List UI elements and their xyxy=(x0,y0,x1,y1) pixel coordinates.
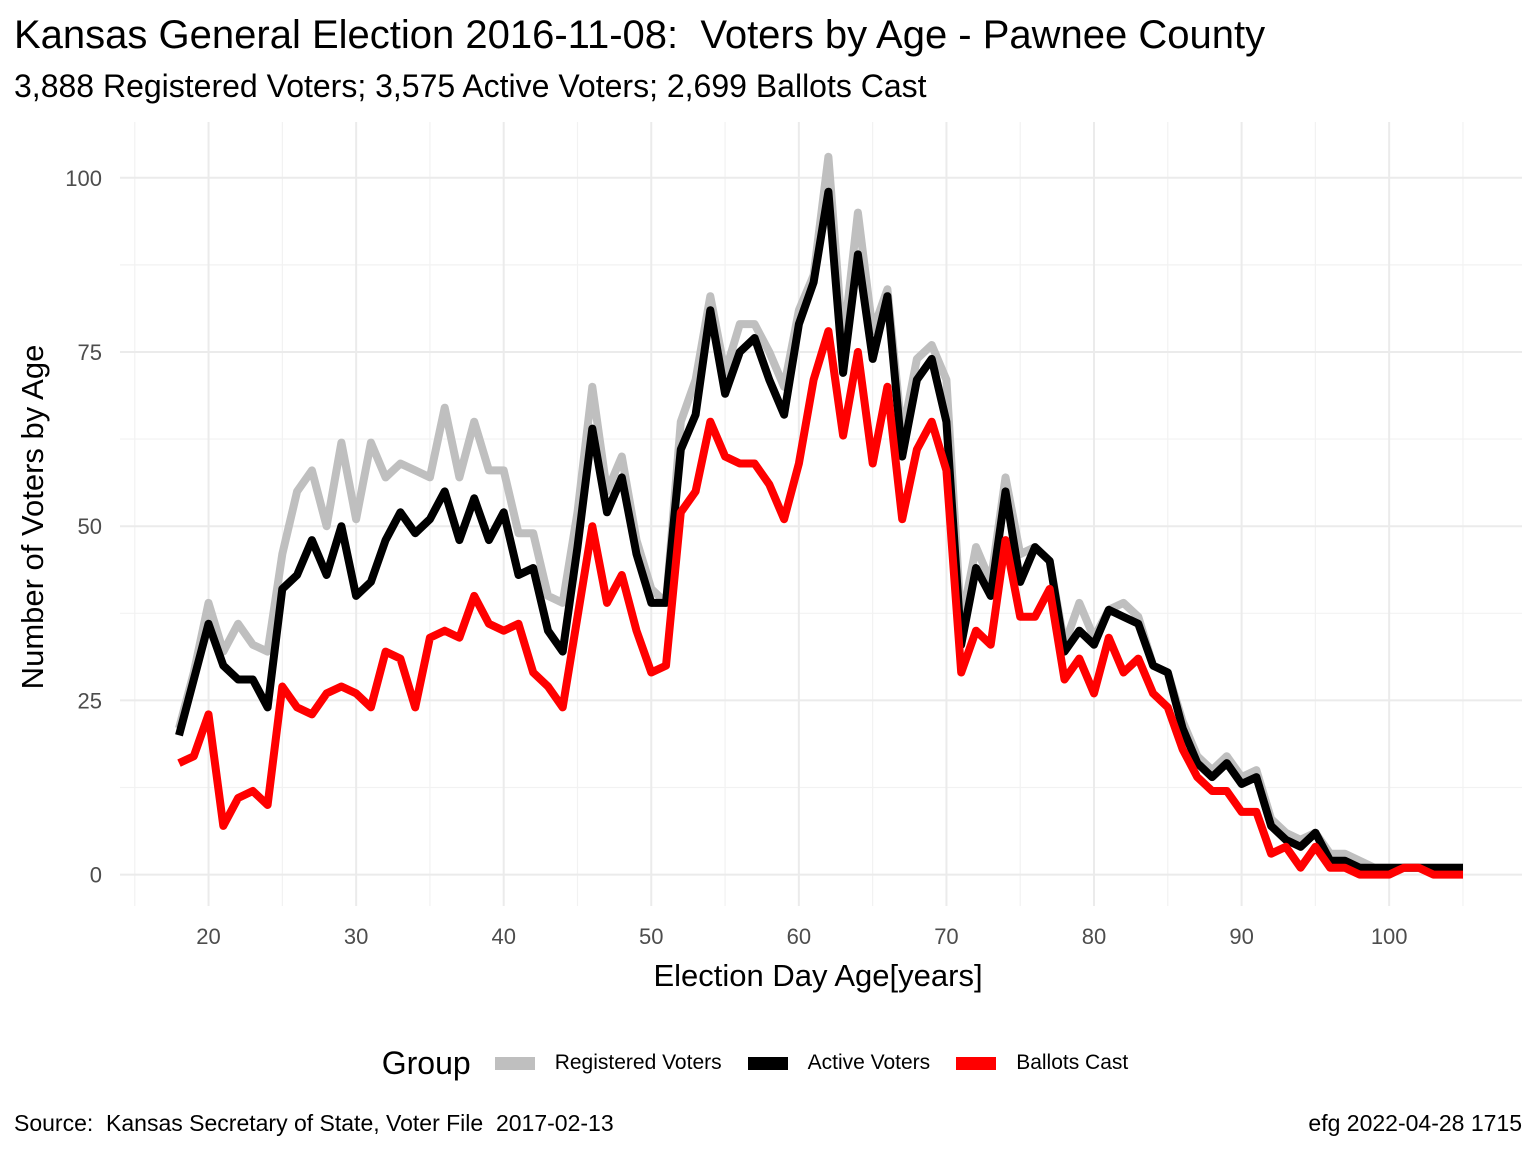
x-axis-title: Election Day Age[years] xyxy=(653,958,982,993)
legend: Group Registered Voters Active Voters Ba… xyxy=(0,1038,1536,1088)
legend-item-ballots: Ballots Cast xyxy=(956,1051,1128,1075)
x-tick-label: 90 xyxy=(1229,924,1253,949)
source-caption: Source: Kansas Secretary of State, Voter… xyxy=(14,1110,614,1136)
y-tick-label: 75 xyxy=(78,340,102,365)
series-line-ballots-cast xyxy=(177,327,1463,879)
plot-area: 20 30 40 50 60 70 80 90 100 0 25 50 75 100 Election … xyxy=(15,122,1522,993)
legend-item-active: Active Voters xyxy=(747,1051,931,1075)
x-axis-ticks: 20 30 40 50 60 70 80 90 100 xyxy=(196,924,1407,949)
y-axis-ticks: 0 25 50 75 100 xyxy=(65,166,102,888)
credit-caption: efg 2022-04-28 1715 xyxy=(1308,1110,1522,1136)
x-tick-label: 70 xyxy=(934,924,958,949)
x-tick-label: 60 xyxy=(787,924,811,949)
legend-key-active xyxy=(747,1056,788,1070)
y-tick-label: 0 xyxy=(90,863,102,888)
series-line-active-voters xyxy=(175,187,1463,872)
chart-subtitle: 3,888 Registered Voters; 3,575 Active Vo… xyxy=(14,68,927,104)
minor-gridlines xyxy=(120,122,1522,906)
y-tick-label: 25 xyxy=(78,688,102,713)
legend-label-active: Active Voters xyxy=(807,1051,931,1074)
x-tick-label: 50 xyxy=(639,924,663,949)
legend-item-registered: Registered Voters xyxy=(494,1051,722,1075)
x-tick-label: 100 xyxy=(1371,924,1408,949)
x-tick-label: 40 xyxy=(491,924,515,949)
major-gridlines xyxy=(120,122,1522,906)
legend-label-registered: Registered Voters xyxy=(554,1051,722,1074)
series-line-registered-voters xyxy=(175,152,1463,872)
y-axis-title: Number of Voters by Age xyxy=(15,345,50,690)
legend-key-registered xyxy=(494,1056,535,1070)
legend-key-ballots xyxy=(956,1056,997,1070)
x-tick-label: 80 xyxy=(1082,924,1106,949)
x-tick-label: 20 xyxy=(196,924,220,949)
chart-title: Kansas General Election 2016-11-08: Vote… xyxy=(14,13,1266,57)
legend-title: Group xyxy=(381,1044,471,1081)
x-tick-label: 30 xyxy=(344,924,368,949)
legend-label-ballots: Ballots Cast xyxy=(1016,1051,1129,1074)
y-tick-label: 100 xyxy=(65,166,102,191)
series-lines xyxy=(175,152,1463,879)
y-tick-label: 50 xyxy=(78,514,102,539)
